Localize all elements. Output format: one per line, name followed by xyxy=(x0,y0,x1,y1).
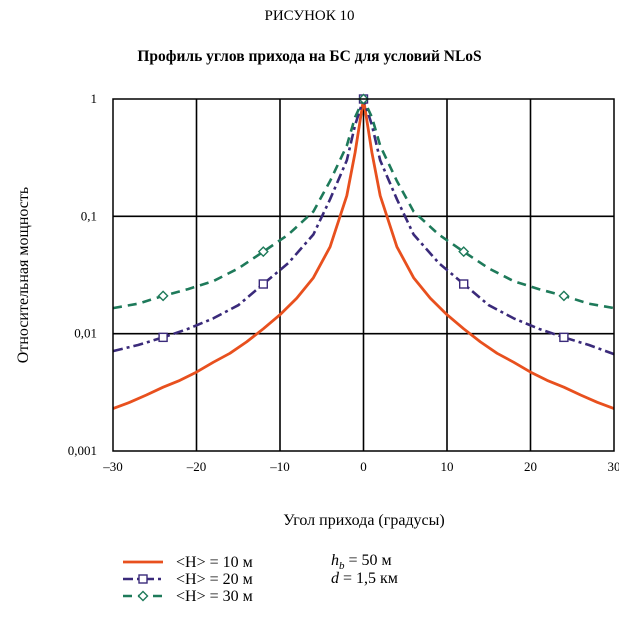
legend-param-distance: d = 1,5 км xyxy=(331,570,398,587)
x-tick-label: 20 xyxy=(524,459,537,474)
y-tick-label: 0,01 xyxy=(74,326,97,341)
legend-label-2: <H> = 20 м xyxy=(176,571,253,588)
series-3-marker xyxy=(558,290,570,302)
series-2-marker xyxy=(258,279,268,289)
x-tick-label: 30 xyxy=(608,459,619,474)
series-3-marker xyxy=(157,290,169,302)
x-tick-label: –10 xyxy=(269,459,290,474)
legend-param-height: hb = 50 м xyxy=(331,552,392,572)
x-axis-label: Угол прихода (градусы) xyxy=(283,512,444,529)
legend-label-3: <H> = 30 м xyxy=(176,588,253,605)
y-tick-label: 1 xyxy=(91,91,98,106)
series-2-marker xyxy=(158,332,168,343)
figure-label: РИСУНОК 10 xyxy=(264,8,355,24)
y-axis-ticks: 0,001 0,01 0,1 1 xyxy=(68,91,97,458)
x-tick-label: –30 xyxy=(102,459,123,474)
y-tick-label: 0,1 xyxy=(81,208,97,223)
legend-marker-3 xyxy=(137,590,149,602)
x-tick-label: 10 xyxy=(441,459,454,474)
legend-label-1: <H> = 10 м xyxy=(176,554,253,571)
x-tick-label: –20 xyxy=(186,459,207,474)
x-tick-label: 0 xyxy=(360,459,367,474)
grid xyxy=(113,99,614,451)
y-tick-label: 0,001 xyxy=(68,443,97,458)
chart-title: Профиль углов прихода на БС для условий … xyxy=(137,48,482,65)
legend-marker-2 xyxy=(138,574,148,584)
y-axis-label: Относительная мощность xyxy=(15,187,32,363)
legend: <H> = 10 м<H> = 20 м<H> = 30 м hb = 50 м… xyxy=(123,552,398,605)
series-2-marker xyxy=(459,279,469,289)
series-2-marker xyxy=(559,332,569,343)
series-3-marker xyxy=(257,246,269,258)
plot-frame xyxy=(112,98,615,452)
series-3-marker xyxy=(458,246,470,258)
x-axis-ticks: –30 –20 –10 0 10 20 30 xyxy=(102,459,619,474)
